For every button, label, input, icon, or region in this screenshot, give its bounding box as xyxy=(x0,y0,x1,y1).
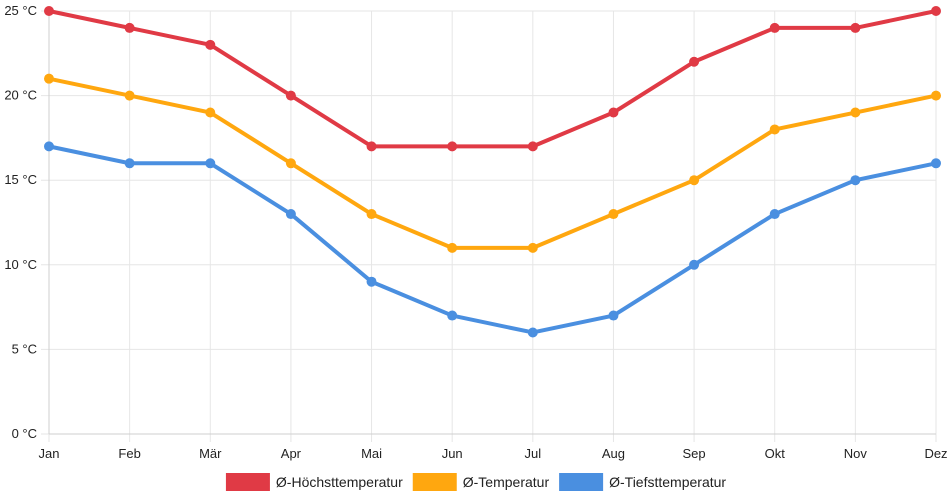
series-line xyxy=(47,144,938,335)
data-point xyxy=(608,209,619,220)
data-point xyxy=(527,141,538,152)
data-point xyxy=(608,107,619,118)
x-tick-label: Feb xyxy=(118,446,140,461)
y-tick-label: 10 °C xyxy=(4,257,37,272)
data-point xyxy=(124,22,135,33)
data-point xyxy=(689,175,700,186)
x-tick-label: Jan xyxy=(39,446,60,461)
y-tick-label: 15 °C xyxy=(4,172,37,187)
legend-swatch xyxy=(225,473,270,491)
data-point xyxy=(366,276,377,287)
x-tick-label: Aug xyxy=(602,446,625,461)
x-tick-label: Jul xyxy=(525,446,542,461)
data-point xyxy=(689,259,700,270)
data-point xyxy=(527,327,538,338)
y-tick-label: 5 °C xyxy=(12,341,37,356)
series-layer xyxy=(44,6,941,338)
series-line xyxy=(47,9,938,149)
x-tick-label: Apr xyxy=(281,446,302,461)
legend-label: Ø-Temperatur xyxy=(463,474,550,490)
y-tick-label: 20 °C xyxy=(4,88,37,103)
data-point xyxy=(850,175,861,186)
x-tick-label: Okt xyxy=(765,446,786,461)
data-point xyxy=(769,22,780,33)
data-point xyxy=(44,6,54,16)
data-point xyxy=(931,6,941,16)
series-0 xyxy=(44,6,941,152)
y-tick-label: 25 °C xyxy=(4,3,37,18)
chart-grid xyxy=(41,10,937,442)
data-point xyxy=(285,90,296,101)
x-tick-label: Nov xyxy=(844,446,868,461)
data-point xyxy=(447,141,458,152)
data-point xyxy=(205,158,216,169)
data-point xyxy=(366,141,377,152)
data-point xyxy=(769,209,780,220)
x-axis: Jan Feb Mär Apr Mai Jun Jul Aug Sep Okt Nov Dez xyxy=(39,433,948,461)
data-point xyxy=(447,310,458,321)
data-point xyxy=(527,242,538,253)
y-axis: 0 °C 5 °C 10 °C 15 °C 20 °C 25 °C xyxy=(4,3,50,441)
data-point xyxy=(447,242,458,253)
x-tick-label: Mär xyxy=(199,446,222,461)
legend-item: Ø-Tiefsttemperatur xyxy=(559,473,726,491)
data-point xyxy=(44,141,54,152)
series-1 xyxy=(44,73,941,253)
data-point xyxy=(44,73,54,84)
data-point xyxy=(124,90,135,101)
legend-item: Ø-Temperatur xyxy=(412,473,550,491)
data-point xyxy=(689,56,700,67)
data-point xyxy=(931,90,941,101)
x-tick-label: Dez xyxy=(924,446,947,461)
y-tick-label: 0 °C xyxy=(12,426,37,441)
series-line xyxy=(47,76,938,250)
data-point xyxy=(124,158,135,169)
data-point xyxy=(850,107,861,118)
data-point xyxy=(931,158,941,169)
x-tick-label: Jun xyxy=(442,446,463,461)
data-point xyxy=(205,39,216,50)
data-point xyxy=(366,209,377,220)
data-point xyxy=(850,22,861,33)
legend-swatch xyxy=(559,473,604,491)
legend: Ø-Höchsttemperatur Ø-Temperatur Ø-Tiefstte… xyxy=(225,473,726,491)
series-2 xyxy=(44,141,941,338)
data-point xyxy=(285,158,296,169)
x-tick-label: Mai xyxy=(361,446,382,461)
data-point xyxy=(769,124,780,135)
data-point xyxy=(205,107,216,118)
legend-swatch xyxy=(412,473,457,491)
legend-label: Ø-Höchsttemperatur xyxy=(276,474,403,490)
legend-item: Ø-Höchsttemperatur xyxy=(225,473,403,491)
x-tick-label: Sep xyxy=(683,446,706,461)
data-point xyxy=(608,310,619,321)
legend-label: Ø-Tiefsttemperatur xyxy=(609,474,726,490)
data-point xyxy=(285,209,296,220)
